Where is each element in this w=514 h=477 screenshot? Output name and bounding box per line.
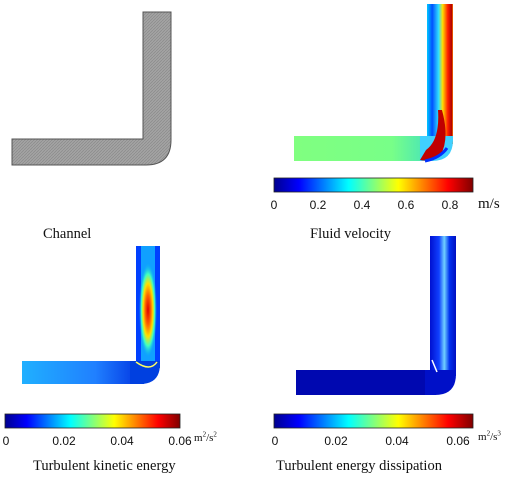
dissipation-tick-1: 0.02 — [324, 434, 348, 448]
channel-caption: Channel — [43, 226, 92, 242]
tke-tick-3: 0.06 — [168, 434, 192, 448]
dissipation-tick-3: 0.06 — [446, 434, 470, 448]
velocity-caption: Fluid velocity — [310, 226, 391, 242]
velocity-tick-2: 0.4 — [353, 198, 371, 212]
channel-geometry — [11, 11, 172, 166]
velocity-tick-1: 0.2 — [309, 198, 327, 212]
dissipation-caption: Turbulent energy dissipation — [276, 458, 442, 474]
velocity-field — [294, 4, 453, 163]
tke-tick-0: 0 — [2, 434, 10, 448]
tke-caption: Turbulent kinetic energy — [33, 458, 176, 474]
tke-colorbar — [4, 413, 181, 429]
velocity-tick-4: 0.8 — [441, 198, 459, 212]
velocity-colorbar — [273, 177, 474, 193]
tke-tick-1: 0.02 — [52, 434, 76, 448]
dissipation-field — [296, 236, 456, 395]
tke-field — [22, 246, 160, 384]
dissipation-unit: m2/s3 — [478, 429, 501, 443]
tke-tick-2: 0.04 — [110, 434, 134, 448]
dissipation-tick-2: 0.04 — [385, 434, 409, 448]
tke-unit: m2/s2 — [194, 430, 217, 444]
velocity-unit: m/s — [478, 196, 500, 212]
velocity-tick-3: 0.6 — [397, 198, 415, 212]
dissipation-tick-0: 0 — [271, 434, 279, 448]
dissipation-colorbar — [273, 413, 474, 429]
velocity-tick-0: 0 — [270, 198, 278, 212]
